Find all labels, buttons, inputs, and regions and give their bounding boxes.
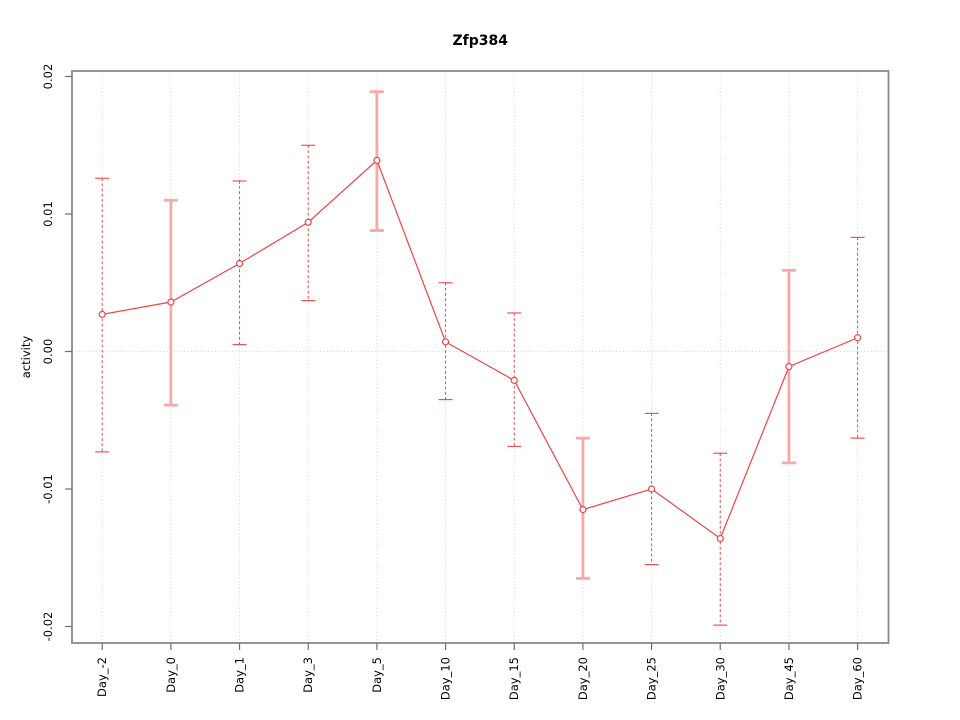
y-axis-tick-label: -0.02 — [41, 612, 55, 642]
gridlines — [72, 71, 889, 643]
data-point-marker — [647, 485, 656, 493]
data-point-marker — [785, 363, 793, 371]
x-axis-tick-label: Day_0 — [164, 657, 178, 693]
x-axis-tick-label: Day_3 — [301, 657, 315, 693]
markers — [98, 156, 862, 543]
x-axis: Day_-2 Day_0 Day_1 Day_3 Day_5 Day_10 Day_15 Da… — [95, 643, 865, 700]
x-axis-tick-label: Day_5 — [370, 657, 384, 693]
x-axis-tick-label: Day_-2 — [95, 657, 109, 697]
y-axis-tick-label: 0.00 — [41, 339, 55, 365]
series — [102, 159, 858, 540]
data-point-marker — [235, 259, 244, 268]
plot-frame — [71, 70, 890, 644]
y-axis-title: activity — [19, 336, 33, 379]
data-point-marker — [579, 506, 587, 514]
title: Zfp384 — [453, 33, 509, 49]
y-axis-tick-label: 0.02 — [41, 64, 55, 90]
data-point-marker — [304, 218, 312, 226]
x-axis-tick-label: Day_15 — [507, 657, 521, 700]
y-axis: -0.02 -0.01 0.00 0.01 0.02 — [41, 64, 72, 642]
x-axis-tick-label: Day_30 — [713, 657, 727, 700]
frame — [71, 70, 890, 644]
chart-title: Zfp384 — [453, 33, 509, 49]
x-axis-tick-label: Day_25 — [645, 657, 659, 700]
y-axis-tick-label: 0.01 — [41, 201, 55, 227]
x-axis-tick-label: Day_10 — [439, 657, 453, 700]
error-bars — [95, 90, 865, 626]
y-axis-tick-label: -0.01 — [41, 474, 55, 504]
data-point-marker — [98, 310, 106, 318]
data-point-marker — [716, 534, 724, 543]
series-line — [102, 159, 858, 540]
data-point-marker — [510, 376, 518, 384]
x-axis-tick-label: Day_60 — [851, 657, 865, 700]
data-point-marker — [441, 338, 450, 346]
data-point-marker — [373, 156, 381, 164]
x-axis-tick-label: Day_20 — [576, 657, 590, 700]
data-point-marker — [167, 298, 175, 306]
data-point-marker — [853, 334, 862, 342]
x-axis-tick-label: Day_1 — [233, 657, 247, 693]
x-axis-tick-label: Day_45 — [782, 657, 796, 700]
y-axis-title: activity — [19, 336, 33, 379]
